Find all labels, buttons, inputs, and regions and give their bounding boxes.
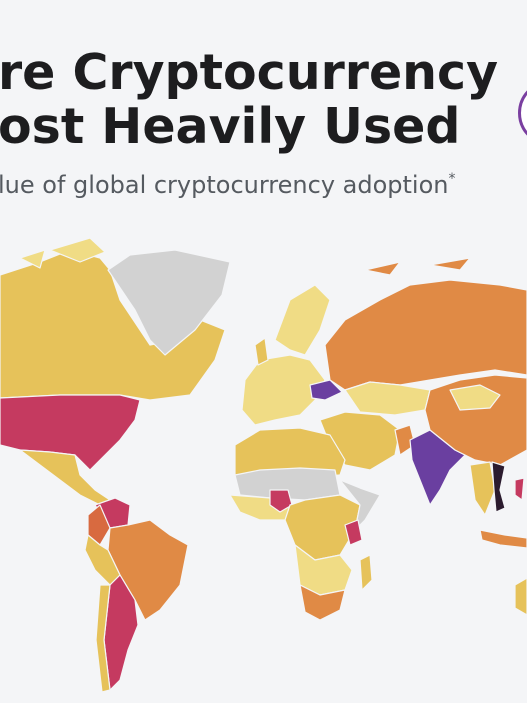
arctic-russia (364, 257, 471, 276)
chile (95, 584, 111, 693)
madagascar (359, 554, 373, 591)
colombia-region (87, 504, 111, 546)
vietnam (491, 461, 506, 513)
kenya (344, 519, 363, 546)
australia (514, 577, 527, 616)
horn-of-africa (339, 479, 381, 531)
kazakhstan (344, 381, 431, 416)
arctic-islands (19, 237, 106, 269)
europe (241, 354, 326, 426)
title-line: re Cryptocurrency (0, 44, 499, 101)
footnote-mark: * (448, 171, 456, 187)
subtitle: lue of global cryptocurrency adoption* (0, 172, 455, 197)
mongolia (449, 384, 501, 411)
russia (324, 279, 527, 391)
philippines (514, 477, 525, 501)
subtitle-text: lue of global cryptocurrency adoption (0, 171, 449, 199)
scandinavia (274, 284, 331, 356)
southeast-asia (469, 461, 496, 516)
greenland (107, 249, 231, 356)
uk (254, 337, 269, 366)
central-africa (284, 494, 361, 561)
ukraine (309, 379, 343, 401)
south-africa (299, 584, 346, 621)
title-line: ost Heavily Used (0, 98, 461, 155)
nigeria (269, 489, 293, 513)
indonesia (479, 529, 527, 549)
